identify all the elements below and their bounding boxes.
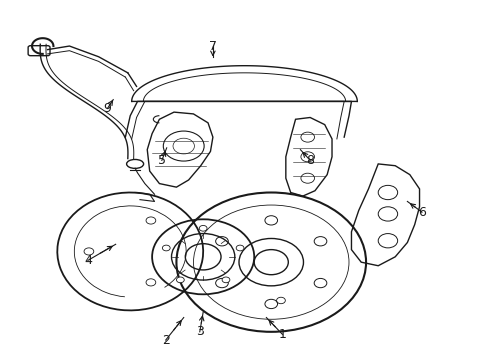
Text: 9: 9 [103,102,111,115]
Text: 7: 7 [208,40,217,53]
Text: 5: 5 [158,154,165,167]
Circle shape [199,225,206,231]
Text: 1: 1 [278,328,286,341]
Circle shape [162,245,170,251]
Circle shape [176,277,184,283]
Circle shape [222,277,229,283]
Text: 2: 2 [162,333,169,347]
Text: 3: 3 [195,325,203,338]
Text: 8: 8 [305,154,313,167]
Circle shape [236,245,244,251]
Text: 4: 4 [84,254,92,267]
Text: 6: 6 [417,206,425,219]
